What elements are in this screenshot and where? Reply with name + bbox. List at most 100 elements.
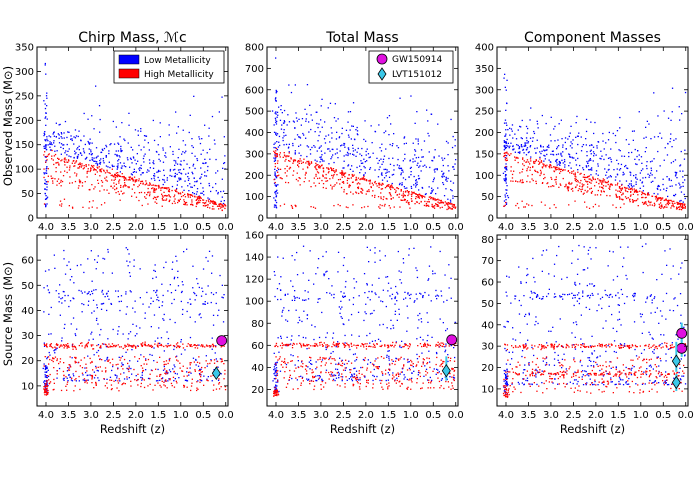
data-point [72,317,75,319]
data-point [211,380,213,382]
data-point [48,269,50,271]
data-point [283,154,286,156]
data-point [95,365,97,368]
data-point [357,187,360,190]
data-point [153,188,155,190]
data-point [222,206,225,208]
data-point [304,177,306,179]
data-point [417,314,419,317]
data-point [415,182,417,184]
data-point [609,183,612,186]
data-point [137,345,139,347]
data-point [274,363,276,365]
data-point [277,298,279,301]
data-point [656,187,658,190]
panel-top-right: 4.0 3.5 3.0 2.5 2.0 1.5 1.0 0.5 0.00501001502002… [475,30,694,233]
data-point [378,182,380,185]
data-point [405,142,407,144]
data-point [66,389,68,391]
data-point [67,369,70,371]
data-point [540,146,542,148]
data-point [145,180,147,182]
data-point [390,319,392,321]
data-point [274,173,276,175]
data-point [47,289,49,291]
data-point [536,147,538,149]
data-point [77,135,79,138]
data-point [627,197,629,199]
data-point [332,175,334,177]
data-point [67,345,70,347]
data-point [153,290,155,292]
data-point [87,341,89,344]
data-point [83,357,86,359]
data-point [127,142,129,144]
data-point [437,123,439,125]
data-point [435,289,437,292]
data-point [422,339,424,341]
data-point [314,131,316,133]
data-point [543,154,545,157]
data-point [191,203,193,205]
data-point [505,167,508,169]
data-point [50,175,52,177]
data-point [178,148,180,150]
data-point [417,138,419,140]
data-point [224,373,226,375]
x-tick-label: 4.0 [498,222,514,233]
data-point [107,360,109,362]
data-point [140,130,142,132]
data-point [420,318,422,320]
data-point [48,363,50,365]
data-point [401,169,404,171]
data-point [553,170,555,172]
data-point [78,361,80,363]
data-point [337,179,340,181]
data-point [347,164,350,166]
data-point [87,168,89,170]
data-point [46,189,48,191]
data-point [339,172,341,174]
data-point [664,199,666,201]
data-point [446,203,448,205]
data-point [215,190,217,192]
data-point [96,317,98,320]
data-point [44,151,46,153]
data-point [395,285,397,288]
data-point [547,145,549,148]
data-point [49,344,51,346]
data-point [343,363,346,365]
data-point [216,366,218,368]
data-point [135,180,138,182]
data-point [351,165,353,167]
data-point [275,156,277,158]
y-tick-label: 800 [245,43,264,54]
data-point [631,189,634,191]
data-point [43,172,45,174]
data-point [125,351,127,353]
data-point [663,110,665,112]
data-point [59,123,61,126]
data-point [386,169,388,171]
data-point [620,188,622,190]
data-point [574,179,576,181]
data-point [387,347,389,349]
data-point [571,182,573,184]
data-point [122,193,124,195]
x-tick-label: 1.5 [610,222,626,233]
data-point [168,369,171,371]
data-point [47,389,49,392]
data-point [608,164,610,166]
data-point [427,120,429,122]
data-point [394,191,397,194]
data-point [200,376,202,378]
data-point [189,364,191,366]
data-point [305,137,307,139]
data-point [276,141,278,143]
data-point [329,292,331,294]
data-point [454,356,456,359]
data-point [455,206,457,208]
data-point [404,153,406,155]
data-point [333,174,335,176]
data-point [177,342,179,344]
